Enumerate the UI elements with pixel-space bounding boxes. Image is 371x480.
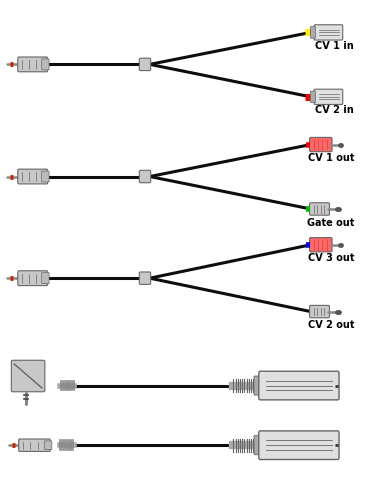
- Text: CV 2 out: CV 2 out: [308, 320, 354, 330]
- Text: CV 2 in: CV 2 in: [315, 106, 354, 115]
- Text: CV 1 in: CV 1 in: [315, 41, 354, 51]
- FancyBboxPatch shape: [259, 431, 339, 459]
- FancyBboxPatch shape: [42, 273, 49, 284]
- FancyBboxPatch shape: [309, 137, 332, 152]
- FancyBboxPatch shape: [309, 238, 332, 252]
- FancyBboxPatch shape: [139, 170, 151, 183]
- FancyBboxPatch shape: [139, 272, 151, 284]
- Text: Gate out: Gate out: [307, 217, 354, 228]
- FancyBboxPatch shape: [309, 305, 329, 318]
- FancyBboxPatch shape: [310, 91, 315, 103]
- FancyBboxPatch shape: [12, 360, 45, 392]
- Text: CV 1 out: CV 1 out: [308, 153, 354, 163]
- FancyBboxPatch shape: [254, 376, 262, 395]
- FancyBboxPatch shape: [18, 271, 47, 286]
- FancyBboxPatch shape: [42, 171, 49, 182]
- FancyBboxPatch shape: [254, 436, 262, 455]
- FancyBboxPatch shape: [314, 89, 343, 105]
- FancyBboxPatch shape: [309, 203, 329, 215]
- FancyBboxPatch shape: [259, 371, 339, 400]
- FancyBboxPatch shape: [19, 439, 50, 451]
- FancyBboxPatch shape: [42, 59, 49, 70]
- FancyBboxPatch shape: [45, 441, 52, 449]
- FancyBboxPatch shape: [18, 169, 47, 184]
- FancyBboxPatch shape: [18, 57, 47, 72]
- FancyBboxPatch shape: [310, 27, 315, 38]
- FancyBboxPatch shape: [139, 58, 151, 71]
- Text: CV 3 out: CV 3 out: [308, 253, 354, 264]
- FancyBboxPatch shape: [314, 25, 343, 40]
